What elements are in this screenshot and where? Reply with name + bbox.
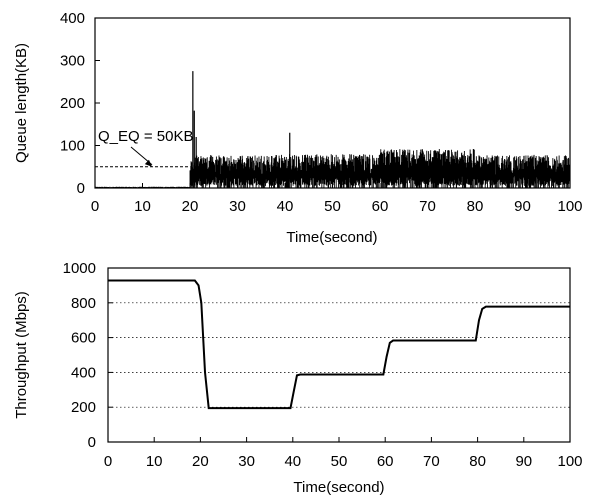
throughput-x-tick-label: 70 — [423, 453, 440, 470]
throughput-x-ticks: 0 10 20 30 40 50 60 70 80 90 100 — [104, 437, 583, 470]
throughput-x-tick-label: 90 — [515, 453, 532, 470]
queue-y-axis-label: Queue length(KB) — [13, 43, 30, 163]
throughput-x-tick-label: 0 — [104, 453, 112, 470]
queue-x-tick-label: 90 — [514, 198, 531, 215]
throughput-plot-frame — [107, 267, 571, 443]
throughput-x-tick-label: 20 — [192, 453, 209, 470]
queue-y-tick-label: 400 — [60, 10, 85, 27]
queue-x-tick-label: 30 — [229, 198, 246, 215]
throughput-y-tick-label: 1000 — [63, 260, 96, 277]
queue-y-tick-label: 300 — [60, 53, 85, 70]
queue-y-tick-label: 200 — [60, 95, 85, 112]
throughput-x-tick-label: 80 — [469, 453, 486, 470]
throughput-y-tick-label: 200 — [71, 399, 96, 416]
throughput-gridlines — [108, 302, 570, 408]
queue-length-series — [94, 71, 571, 188]
throughput-x-tick-label: 60 — [377, 453, 394, 470]
throughput-x-tick-label: 50 — [331, 453, 348, 470]
queue-x-tick-label: 10 — [134, 198, 151, 215]
queue-x-tick-label: 0 — [91, 198, 99, 215]
queue-length-bars — [94, 148, 571, 188]
queue-x-tick-label: 70 — [419, 198, 436, 215]
queue-length-chart: 0 100 200 300 400 0 10 20 30 40 50 60 70 80 90 100 Q_E… — [13, 10, 583, 246]
throughput-x-tick-label: 40 — [284, 453, 301, 470]
throughput-y-tick-label: 600 — [71, 330, 96, 347]
queue-x-tick-label: 50 — [324, 198, 341, 215]
throughput-y-axis-label: Throughput (Mbps) — [13, 291, 30, 419]
queue-y-tick-label: 100 — [60, 138, 85, 155]
throughput-y-tick-label: 400 — [71, 364, 96, 381]
queue-x-tick-label: 100 — [557, 198, 582, 215]
queue-x-ticks: 0 10 20 30 40 50 60 70 80 90 100 — [91, 183, 583, 215]
q-eq-arrowhead — [144, 159, 152, 167]
throughput-x-tick-label: 100 — [557, 453, 582, 470]
queue-x-tick-label: 60 — [372, 198, 389, 215]
queue-y-tick-label: 0 — [77, 180, 85, 197]
queue-x-axis-label: Time(second) — [286, 229, 377, 246]
throughput-x-tick-label: 30 — [238, 453, 255, 470]
throughput-y-tick-label: 800 — [71, 295, 96, 312]
throughput-y-tick-label: 0 — [88, 434, 96, 451]
queue-x-tick-label: 20 — [182, 198, 199, 215]
throughput-chart: 0 200 400 600 800 1000 0 10 20 30 40 50 60 70 80 90 100… — [13, 260, 583, 496]
queue-x-tick-label: 80 — [467, 198, 484, 215]
throughput-x-axis-label: Time(second) — [293, 479, 384, 496]
throughput-y-ticks: 0 200 400 600 800 1000 — [63, 260, 113, 451]
throughput-x-tick-label: 10 — [146, 453, 163, 470]
q-eq-annotation: Q_EQ = 50KB — [98, 128, 193, 145]
queue-x-tick-label: 40 — [277, 198, 294, 215]
throughput-series-line — [108, 279, 570, 410]
queue-y-ticks: 0 100 200 300 400 — [60, 10, 100, 197]
